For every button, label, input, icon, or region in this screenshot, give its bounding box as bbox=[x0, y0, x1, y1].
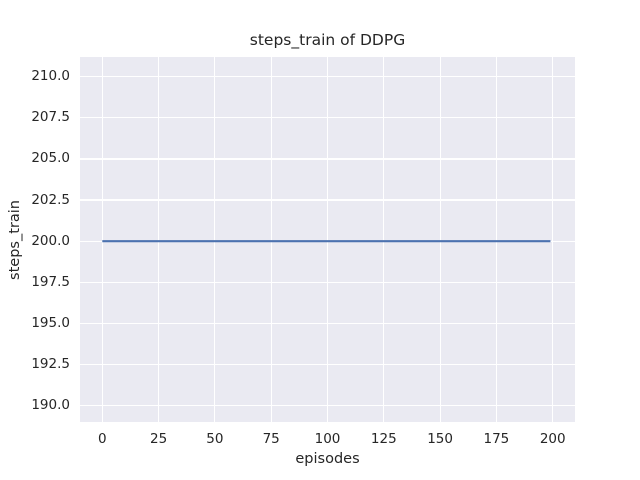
x-tick-label: 200 bbox=[539, 431, 566, 447]
y-gridline bbox=[80, 117, 575, 119]
x-axis-label: episodes bbox=[295, 451, 360, 467]
y-gridline bbox=[80, 76, 575, 78]
y-gridline bbox=[80, 363, 575, 366]
x-gridline bbox=[383, 57, 385, 422]
x-gridline bbox=[326, 57, 329, 422]
y-gridline bbox=[80, 158, 575, 160]
y-tick-label: 195.0 bbox=[31, 314, 70, 331]
plot-area bbox=[80, 57, 575, 422]
x-gridline bbox=[439, 57, 441, 422]
y-gridline bbox=[80, 404, 575, 407]
x-tick-label: 0 bbox=[97, 431, 107, 447]
x-gridline bbox=[214, 57, 216, 422]
x-tick-label: 75 bbox=[262, 431, 280, 447]
y-gridline bbox=[80, 322, 575, 324]
y-gridline bbox=[80, 281, 575, 283]
y-tick-label: 202.5 bbox=[31, 191, 70, 208]
y-gridline bbox=[80, 199, 575, 201]
chart-title: steps_train of DDPG bbox=[249, 31, 406, 49]
y-tick-label: 197.5 bbox=[31, 273, 70, 290]
x-tick-label: 100 bbox=[314, 431, 341, 447]
x-tick-label: 150 bbox=[427, 431, 453, 447]
y-tick-label: 192.5 bbox=[31, 355, 70, 372]
x-gridline bbox=[552, 57, 554, 422]
x-tick-label: 50 bbox=[206, 431, 224, 447]
y-tick-label: 207.5 bbox=[31, 109, 70, 126]
x-gridline bbox=[495, 57, 497, 422]
y-tick-label: 190.0 bbox=[31, 397, 70, 414]
x-gridline bbox=[270, 57, 272, 422]
y-tick-label: 205.0 bbox=[31, 150, 70, 167]
y-tick-label: 210.0 bbox=[31, 68, 70, 85]
x-tick-label: 125 bbox=[370, 431, 397, 447]
series-layer bbox=[102, 240, 551, 243]
x-tick-label: 25 bbox=[150, 431, 168, 447]
y-tick-label: 200.0 bbox=[31, 232, 70, 249]
x-tick-label: 175 bbox=[483, 431, 510, 447]
x-gridline bbox=[101, 57, 103, 422]
x-gridline bbox=[157, 57, 160, 422]
